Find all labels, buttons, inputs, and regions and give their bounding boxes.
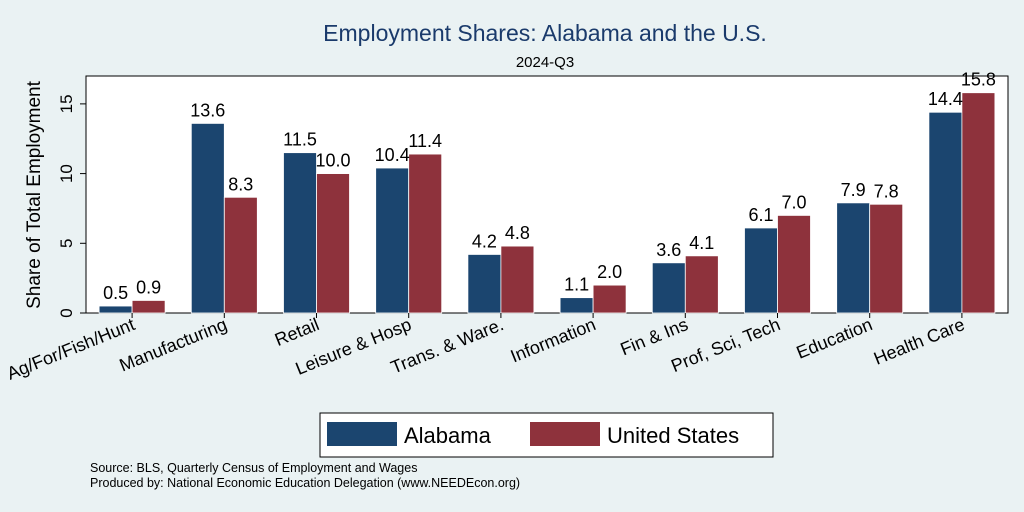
y-axis-title: Share of Total Employment [24,80,45,308]
bar-united-states [316,173,350,314]
value-label-alabama: 13.6 [190,100,225,120]
value-label-united-states: 8.3 [228,174,253,194]
value-label-united-states: 11.4 [408,131,442,151]
bar-alabama [283,152,317,314]
y-tick-label: 5 [57,239,76,248]
bar-alabama [375,167,410,314]
value-label-united-states: 4.8 [505,223,530,243]
source-note: Source: BLS, Quarterly Census of Employm… [90,461,417,475]
bar-alabama [836,202,871,314]
bar-united-states [408,153,443,314]
bar-united-states [961,92,996,314]
bar-united-states [684,255,719,314]
chart-title: Employment Shares: Alabama and the U.S. [323,20,767,46]
value-label-alabama: 7.9 [841,180,866,200]
legend-swatch-alabama [327,422,397,446]
value-label-united-states: 15.8 [961,70,996,90]
bar-alabama [98,305,133,314]
value-label-alabama: 0.5 [103,283,128,303]
value-label-alabama: 10.4 [375,145,410,165]
value-label-united-states: 7.0 [781,192,806,212]
value-label-united-states: 10.0 [315,151,350,171]
bar-united-states [223,196,258,314]
value-label-united-states: 0.9 [136,277,161,297]
bar-alabama [190,123,225,314]
legend-label-alabama: Alabama [404,423,492,448]
bar-alabama [651,262,686,314]
y-tick-label: 10 [57,164,76,183]
bar-united-states [869,203,904,314]
legend-swatch-united-states [530,422,600,446]
value-label-alabama: 11.5 [283,130,317,150]
bar-united-states [592,284,627,314]
y-tick-label: 0 [57,308,76,317]
bar-united-states [500,245,535,314]
value-label-united-states: 7.8 [874,181,899,201]
bar-alabama [928,111,963,314]
chart-subtitle: 2024-Q3 [516,54,574,71]
bars [98,92,996,314]
y-tick-label: 15 [57,94,76,113]
value-label-united-states: 4.1 [689,233,714,253]
legend-label-united-states: United States [607,423,739,448]
y-axis: 0 5 10 15 [57,94,86,318]
bar-alabama [744,227,778,314]
value-label-alabama: 4.2 [472,231,497,251]
value-label-alabama: 3.6 [656,240,681,260]
produced-by-note: Produced by: National Economic Education… [90,476,520,490]
value-label-alabama: 14.4 [928,89,963,109]
bar-united-states [131,300,166,314]
bar-alabama [467,254,502,314]
value-labels: 0.5 0.9 13.6 8.3 11.510.0 10.411.4 4.2 4.8 1.1 2.… [103,70,996,303]
value-label-united-states: 2.0 [597,262,622,282]
legend: Alabama United States [319,412,774,458]
bar-alabama [559,297,594,314]
bar-united-states [777,215,811,314]
value-label-alabama: 1.1 [564,275,589,295]
value-label-alabama: 6.1 [748,205,773,225]
